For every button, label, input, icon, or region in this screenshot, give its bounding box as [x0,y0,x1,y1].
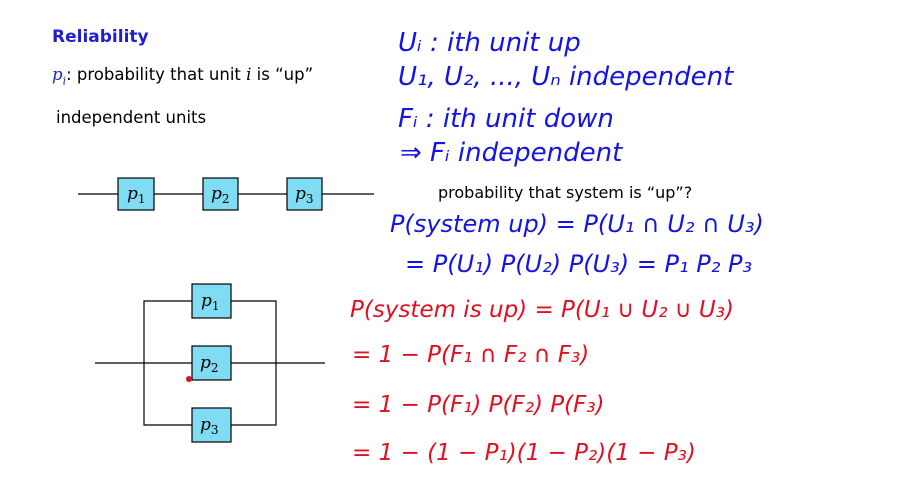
svg-text:p3: p3 [295,184,314,206]
svg-text:p1: p1 [127,184,146,206]
system-up-question: probability that system is “up”? [438,183,693,202]
series-box-3: p3 [286,177,323,211]
hw-red-line-2: = 1 − P(F₁ ∩ F₂ ∩ F₃) [352,342,590,368]
hw-red-line-1: P(system is up) = P(U₁ ∪ U₂ ∪ U₃) [350,297,734,323]
svg-text:p1: p1 [201,291,220,313]
parallel-box-1: p1 [191,283,232,319]
series-diagram: p1 p2 p3 [78,177,374,211]
p-subscript: i [62,74,67,88]
svg-text:p2: p2 [211,184,230,206]
series-box-2: p2 [202,177,239,211]
hw-red-line-4: = 1 − (1 − P₁)(1 − P₂)(1 − P₃) [352,440,696,466]
definition-line: pi: probability that unit i is “up” [52,65,313,87]
hw-blue-line-4: ⇒ Fᵢ independent [400,138,623,168]
parallel-diagram: p1 p2 p3 [95,283,325,443]
definition-text-before: : probability that unit [66,65,247,84]
parallel-right-branch [231,300,277,426]
independent-units-text: independent units [56,108,207,127]
series-box-1: p1 [117,177,155,211]
hw-red-line-3: = 1 − P(F₁) P(F₂) P(F₃) [352,392,605,418]
svg-text:p2: p2 [200,353,219,375]
hw-blue-line-6: = P(U₁) P(U₂) P(U₃) = P₁ P₂ P₃ [405,250,753,278]
parallel-left-branch [143,300,192,426]
slide-title: Reliability [52,27,149,47]
svg-text:p3: p3 [200,415,219,437]
p-symbol: p [52,65,63,84]
hw-blue-line-5: P(system up) = P(U₁ ∩ U₂ ∩ U₃) [390,210,764,238]
pointer-dot [186,376,192,382]
parallel-box-3: p3 [191,407,232,443]
parallel-box-2: p2 [191,345,232,381]
hw-blue-line-1: Uᵢ : ith unit up [398,28,581,58]
unit-variable: i [246,65,252,84]
hw-blue-line-3: Fᵢ : ith unit down [398,104,614,134]
definition-text-after: is “up” [251,65,314,84]
hw-blue-line-2: U₁, U₂, ..., Uₙ independent [398,62,734,92]
